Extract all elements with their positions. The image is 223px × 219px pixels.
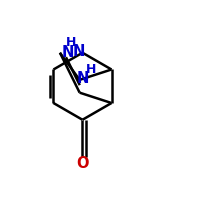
Text: N: N [77, 71, 89, 86]
Text: H: H [65, 36, 76, 49]
Text: N: N [61, 45, 74, 60]
Text: O: O [76, 156, 89, 171]
Text: H: H [86, 63, 97, 76]
Text: N: N [73, 44, 85, 59]
